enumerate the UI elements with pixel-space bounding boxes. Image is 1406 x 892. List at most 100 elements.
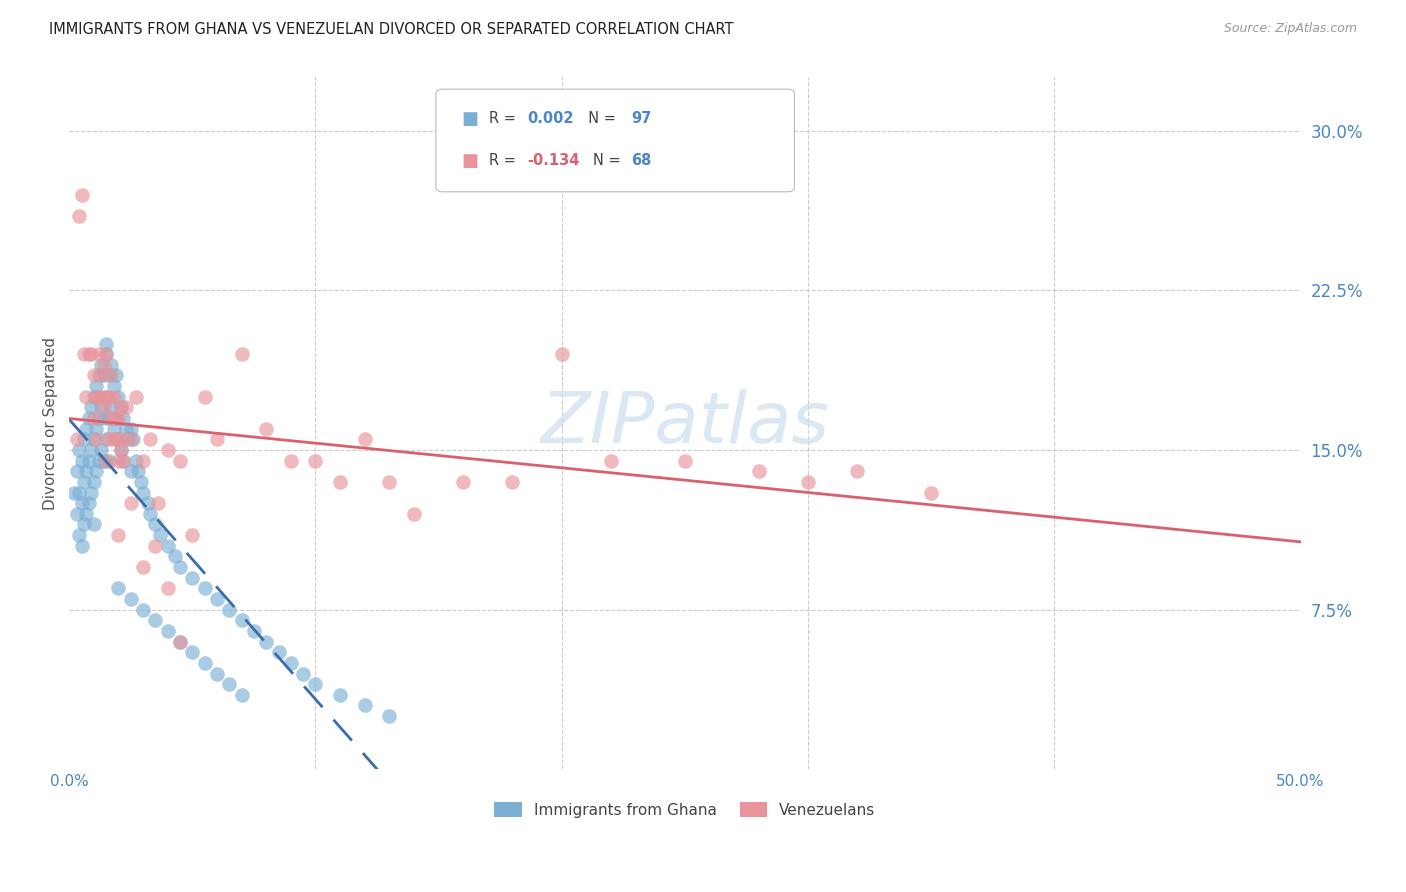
Point [67,528,90,542]
Point [112,411,135,425]
Text: ■: ■ [461,152,478,169]
Point [117,433,139,447]
Point [378,709,401,723]
Point [76,464,98,478]
Point [112,433,135,447]
Point [83,517,105,532]
Point [205,666,228,681]
Point [156,582,179,596]
Text: R =: R = [489,112,520,126]
Point [86,464,108,478]
Point [86,422,108,436]
Point [127,464,149,478]
Point [139,507,162,521]
Point [96,453,118,467]
Point [86,379,108,393]
Point [110,442,132,457]
Point [96,433,118,447]
Point [80,485,103,500]
Point [90,401,112,415]
Point [156,442,179,457]
Point [169,560,191,574]
Point [181,645,204,659]
Point [254,634,277,648]
Point [80,442,103,457]
Point [73,347,96,361]
Point [304,677,326,691]
Point [112,453,135,467]
Point [103,379,125,393]
Point [65,464,87,478]
Point [120,496,142,510]
Text: R =: R = [489,153,520,168]
Point [80,347,103,361]
Point [451,475,474,489]
Point [100,358,122,372]
Point [107,433,129,447]
Text: 68: 68 [631,153,651,168]
Point [132,485,155,500]
Text: N =: N = [593,153,626,168]
Point [90,390,112,404]
Point [156,539,179,553]
Point [96,390,118,404]
Point [107,411,129,425]
Point [103,422,125,436]
Point [353,433,375,447]
Point [103,433,125,447]
Point [145,517,167,532]
Point [87,411,110,425]
Point [65,433,87,447]
Point [100,401,122,415]
Point [125,390,148,404]
Point [107,390,129,404]
Point [218,602,240,616]
Point [73,433,96,447]
Text: N =: N = [579,112,621,126]
Point [115,401,138,415]
Point [920,485,942,500]
Point [76,390,98,404]
Point [87,347,110,361]
Point [96,336,118,351]
Point [67,485,90,500]
Point [70,539,93,553]
Point [254,422,277,436]
Point [378,475,401,489]
Point [169,453,191,467]
Point [181,528,204,542]
Point [129,475,152,489]
Point [105,411,128,425]
Point [100,411,122,425]
Point [93,411,115,425]
Point [77,496,100,510]
Text: ZIPatlas: ZIPatlas [540,389,830,458]
Point [83,390,105,404]
Point [846,464,869,478]
Point [353,698,375,713]
Point [97,368,120,383]
Point [280,453,302,467]
Text: ■: ■ [461,110,478,128]
Point [231,613,253,627]
Point [120,433,142,447]
Point [70,496,93,510]
Point [80,401,103,415]
Point [146,496,169,510]
Y-axis label: Divorced or Separated: Divorced or Separated [44,337,58,510]
Point [267,645,290,659]
Point [86,390,108,404]
Point [120,464,142,478]
Point [292,666,315,681]
Point [77,411,100,425]
Point [551,347,574,361]
Point [194,582,217,596]
Point [194,656,217,670]
Point [87,453,110,467]
Point [205,592,228,607]
Point [122,433,145,447]
Point [502,475,524,489]
Text: Source: ZipAtlas.com: Source: ZipAtlas.com [1223,22,1357,36]
Point [145,613,167,627]
Point [76,507,98,521]
